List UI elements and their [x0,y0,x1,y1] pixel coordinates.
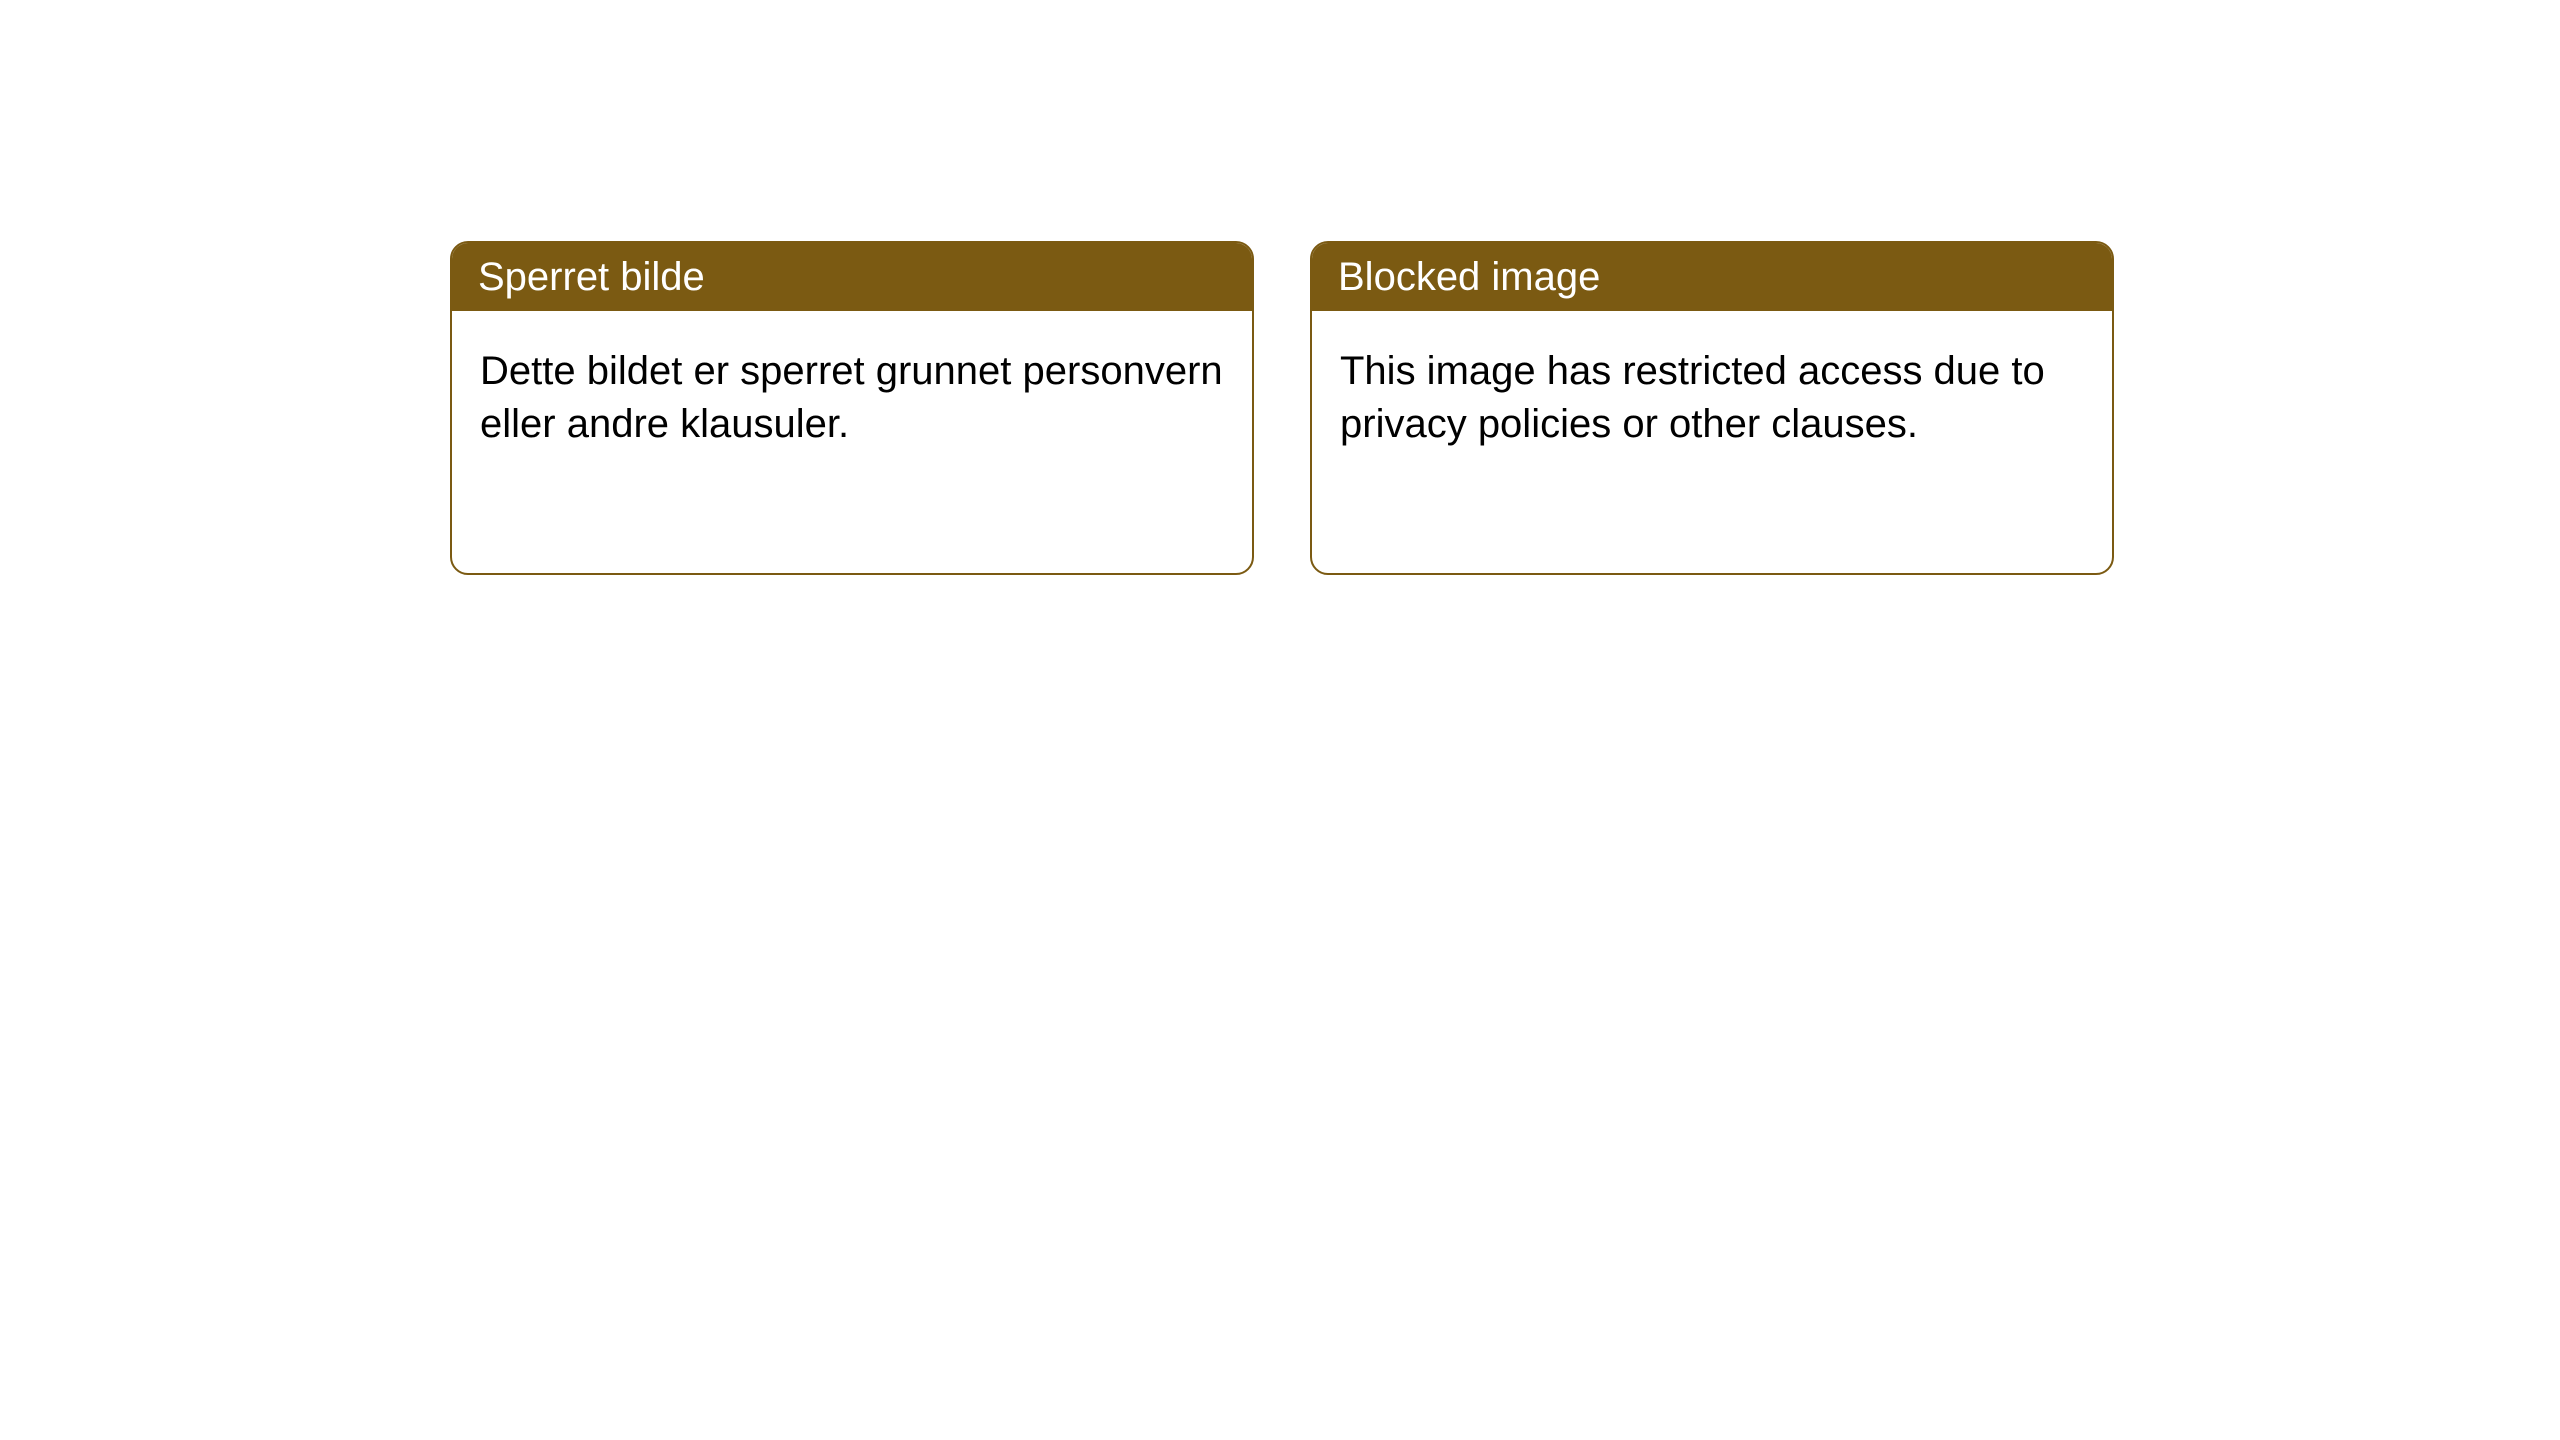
notice-container: Sperret bilde Dette bildet er sperret gr… [0,0,2560,575]
notice-card-norwegian: Sperret bilde Dette bildet er sperret gr… [450,241,1254,575]
notice-card-english: Blocked image This image has restricted … [1310,241,2114,575]
notice-body-english: This image has restricted access due to … [1312,311,2112,479]
notice-body-norwegian: Dette bildet er sperret grunnet personve… [452,311,1252,479]
notice-header-english: Blocked image [1312,243,2112,311]
notice-header-norwegian: Sperret bilde [452,243,1252,311]
